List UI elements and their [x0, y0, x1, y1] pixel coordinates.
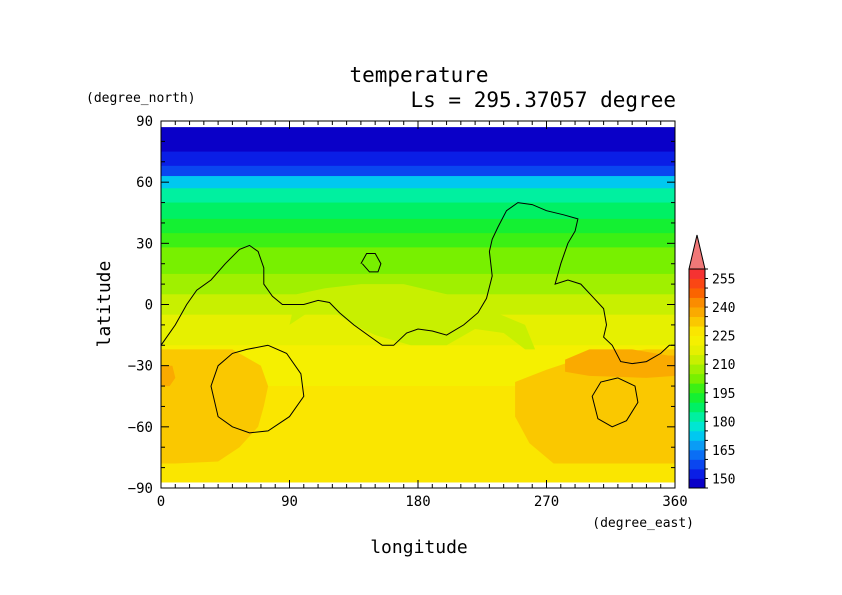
temperature-region-2: [565, 349, 675, 378]
temperature-region-3: [161, 365, 176, 387]
lat-band-6: [161, 218, 675, 234]
coastline-contour-1: [360, 253, 382, 273]
lat-band-0: [161, 127, 675, 153]
y-axis-label: latitude: [94, 261, 115, 348]
colorbar-extend-arrow: [688, 234, 706, 270]
x-tick-label: 90: [281, 494, 298, 510]
lat-band-7: [161, 233, 675, 249]
chart-title: temperature: [349, 63, 488, 87]
colorbar-swatch: [689, 307, 705, 318]
colorbar-swatch: [689, 430, 705, 441]
colorbar-swatch: [689, 316, 705, 327]
x-axis-unit: (degree_east): [592, 516, 694, 531]
colorbar-swatch: [689, 278, 705, 289]
colorbar-swatch: [689, 478, 705, 489]
colorbar-swatch: [689, 288, 705, 298]
temperature-region-4: [289, 284, 536, 350]
colorbar-label: 180: [712, 415, 735, 430]
chart-subtitle: Ls = 295.37057 degree: [410, 88, 676, 112]
coastline-contour-2: [210, 344, 305, 434]
colorbar-swatch: [689, 373, 705, 384]
colorbar-swatch: [689, 297, 705, 308]
temperature-region-0: [161, 349, 269, 464]
coastline-contour-0: [161, 202, 675, 365]
colorbar-label: 240: [712, 301, 735, 316]
lat-band-2: [161, 165, 675, 177]
lat-band-8: [161, 247, 675, 275]
coastline-contours: [161, 202, 675, 434]
x-tick-label: 180: [405, 494, 430, 510]
colorbar-swatch: [689, 421, 705, 432]
y-tick-label: −60: [128, 420, 153, 436]
y-axis-ticks: 90 60 30 0 −30 −60 −90: [128, 114, 675, 497]
y-tick-label: −90: [128, 481, 153, 497]
colorbar-swatch: [689, 354, 705, 365]
colorbar-swatch: [689, 326, 705, 337]
colorbar-label: 165: [712, 444, 735, 459]
lat-band-5: [161, 202, 675, 220]
colorbar-label: 195: [712, 387, 735, 402]
y-tick-label: −30: [128, 359, 153, 375]
colorbar-swatch: [689, 440, 705, 451]
lat-band-3: [161, 176, 675, 189]
y-axis-unit: (degree_north): [86, 91, 196, 106]
x-axis-label: longitude: [370, 537, 468, 558]
colorbar-label: 210: [712, 358, 735, 373]
colorbar-swatch: [689, 269, 705, 279]
lat-band-4: [161, 188, 675, 204]
lat-band-9: [161, 273, 675, 295]
y-tick-label: 90: [136, 114, 153, 130]
colorbar-swatch: [689, 459, 705, 470]
colorbar: 255 240 225 210 195 180 165 150: [688, 234, 735, 489]
y-tick-label: 60: [136, 175, 153, 191]
colorbar-swatch: [689, 411, 705, 422]
colorbar-label: 225: [712, 330, 735, 345]
colorbar-swatch: [689, 392, 705, 403]
colorbar-frame: [688, 268, 706, 489]
colorbar-swatch: [689, 468, 705, 479]
x-tick-label: 360: [662, 494, 687, 510]
coastline-contour-3: [591, 377, 639, 428]
colorbar-label: 255: [712, 273, 735, 288]
x-tick-label: 0: [157, 494, 165, 510]
colorbar-swatch: [689, 402, 705, 413]
colorbar-label: 150: [712, 472, 735, 487]
y-tick-label: 30: [136, 236, 153, 252]
colorbar-swatch: [689, 364, 705, 375]
y-tick-label: 0: [145, 298, 153, 314]
x-tick-label: 270: [534, 494, 559, 510]
x-axis-ticks: 0 90 180 270 360: [157, 121, 688, 510]
colorbar-swatch: [689, 335, 705, 346]
colorbar-swatch: [689, 383, 705, 394]
colorbar-swatch: [689, 345, 705, 356]
lat-band-1: [161, 151, 675, 167]
colorbar-swatch: [689, 449, 705, 460]
